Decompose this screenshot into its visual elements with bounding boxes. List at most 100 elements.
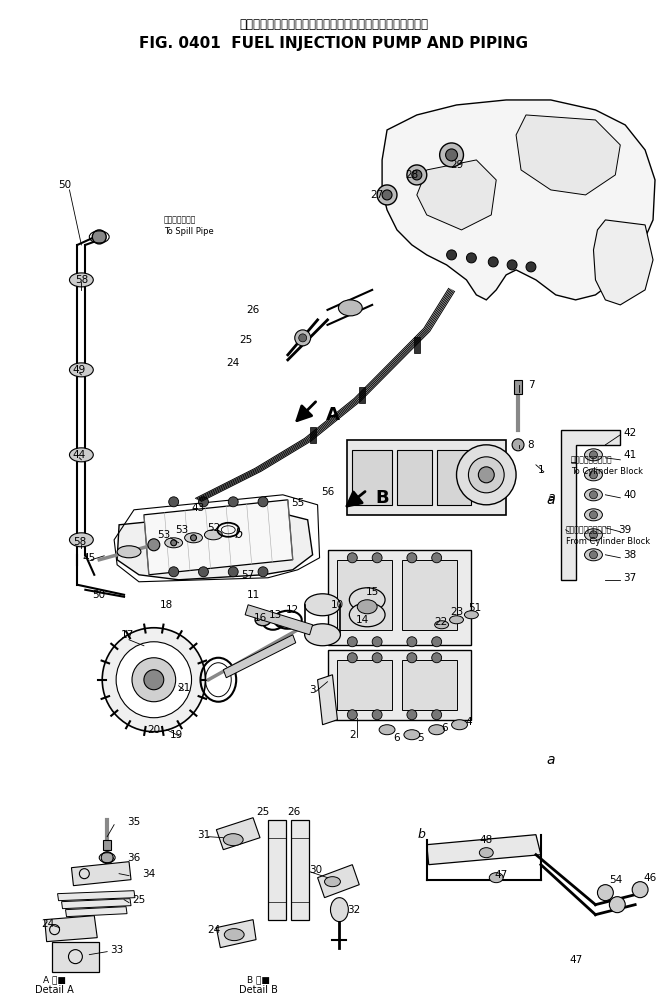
Bar (268, 820, 286, 919)
Ellipse shape (204, 530, 222, 540)
Text: 50: 50 (93, 590, 106, 600)
Polygon shape (223, 634, 296, 677)
Circle shape (169, 497, 179, 507)
Bar (437, 450, 472, 505)
Ellipse shape (304, 623, 341, 645)
Ellipse shape (69, 363, 93, 376)
Circle shape (347, 553, 358, 563)
Circle shape (431, 710, 442, 720)
Text: 52: 52 (207, 523, 220, 533)
Text: 53: 53 (157, 530, 171, 540)
Polygon shape (144, 500, 293, 575)
Circle shape (507, 260, 517, 270)
Ellipse shape (304, 594, 341, 616)
Polygon shape (560, 430, 620, 580)
Circle shape (589, 491, 597, 499)
Text: 2: 2 (349, 730, 355, 740)
Text: 24: 24 (207, 924, 220, 934)
Text: 30: 30 (309, 865, 322, 874)
Bar (347, 440, 506, 515)
Text: 58: 58 (75, 275, 88, 285)
Bar (103, 840, 111, 850)
Text: 38: 38 (624, 550, 637, 560)
Circle shape (589, 531, 597, 539)
Text: 3: 3 (309, 684, 316, 695)
Ellipse shape (331, 897, 348, 921)
Text: 27: 27 (370, 190, 384, 200)
Ellipse shape (255, 614, 271, 625)
Text: From Cylinder Block: From Cylinder Block (566, 537, 650, 546)
Text: Detail A: Detail A (35, 985, 74, 995)
Circle shape (144, 669, 164, 690)
Text: 57: 57 (241, 570, 255, 580)
Ellipse shape (339, 300, 362, 316)
Text: シリンダブロックから: シリンダブロックから (566, 525, 612, 534)
Ellipse shape (69, 273, 93, 287)
Polygon shape (417, 160, 496, 230)
Circle shape (526, 262, 536, 272)
Ellipse shape (379, 725, 395, 735)
Text: 13: 13 (269, 610, 282, 620)
Ellipse shape (479, 848, 493, 858)
Circle shape (347, 710, 358, 720)
Circle shape (447, 250, 456, 260)
Text: 14: 14 (355, 615, 369, 624)
Ellipse shape (464, 611, 478, 619)
Text: 56: 56 (321, 487, 334, 497)
Text: a: a (546, 753, 555, 767)
Ellipse shape (435, 621, 449, 628)
Text: 25: 25 (132, 894, 146, 904)
Circle shape (299, 334, 306, 342)
Circle shape (512, 439, 524, 451)
Text: 6: 6 (394, 733, 401, 743)
Circle shape (407, 553, 417, 563)
Circle shape (431, 636, 442, 646)
Text: フゥエル　インジェクション　ポンプ　および　パイピング: フゥエル インジェクション ポンプ および パイピング (239, 18, 428, 31)
Text: 40: 40 (624, 490, 637, 500)
Ellipse shape (585, 549, 602, 561)
Circle shape (148, 539, 160, 551)
Ellipse shape (223, 834, 243, 846)
Circle shape (295, 330, 310, 346)
Text: To Spill Pipe: To Spill Pipe (164, 227, 214, 236)
Circle shape (589, 451, 597, 459)
Ellipse shape (585, 509, 602, 521)
Text: 42: 42 (624, 428, 637, 438)
Circle shape (347, 652, 358, 662)
Text: 6: 6 (442, 723, 448, 733)
Ellipse shape (585, 449, 602, 461)
Circle shape (116, 641, 192, 718)
Text: 20: 20 (147, 725, 161, 735)
Text: 7: 7 (528, 379, 534, 389)
Text: 55: 55 (291, 498, 304, 508)
Ellipse shape (165, 538, 183, 548)
Polygon shape (382, 100, 655, 300)
Text: 34: 34 (142, 869, 155, 878)
Text: 46: 46 (643, 872, 657, 882)
Circle shape (228, 497, 238, 507)
Polygon shape (62, 898, 131, 908)
Circle shape (478, 467, 494, 483)
Text: 49: 49 (73, 365, 86, 374)
Circle shape (198, 497, 208, 507)
Circle shape (412, 170, 422, 180)
Bar (327, 649, 472, 720)
Bar (402, 659, 456, 710)
Text: 26: 26 (247, 305, 259, 315)
Text: 19: 19 (170, 730, 183, 740)
Text: 43: 43 (192, 503, 205, 513)
Text: 50: 50 (58, 180, 71, 190)
Polygon shape (65, 906, 127, 916)
Circle shape (589, 471, 597, 479)
Text: 35: 35 (128, 817, 140, 827)
Bar (337, 560, 392, 629)
Text: 10: 10 (331, 600, 344, 610)
Text: 1: 1 (538, 465, 544, 475)
Circle shape (198, 567, 208, 577)
Circle shape (466, 253, 476, 263)
Ellipse shape (585, 529, 602, 541)
Circle shape (171, 540, 177, 546)
Bar (402, 560, 456, 629)
Text: 39: 39 (619, 525, 632, 535)
Polygon shape (516, 115, 620, 195)
